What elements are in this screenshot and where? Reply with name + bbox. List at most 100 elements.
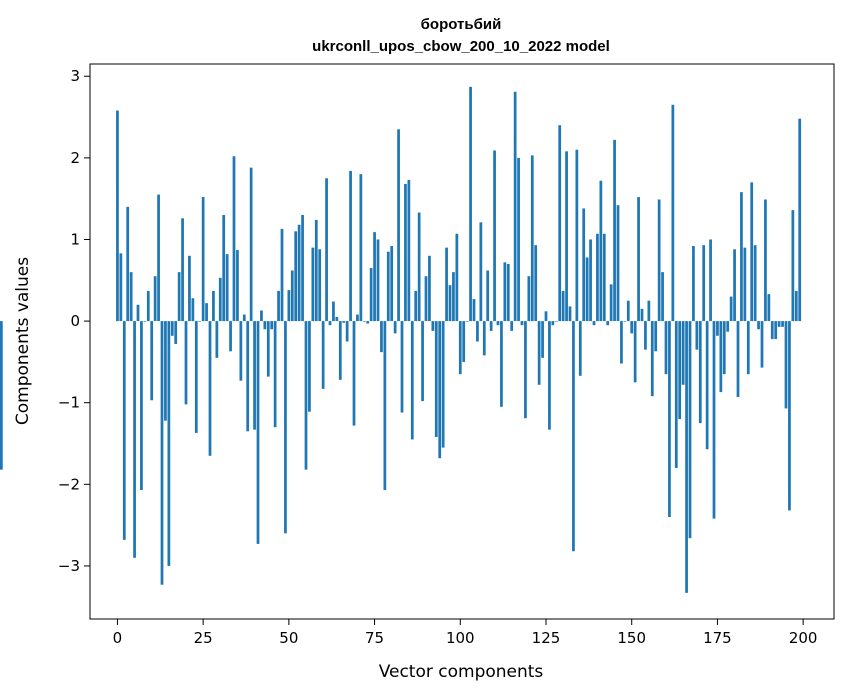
bar-component-181: [736, 321, 740, 397]
bar-component-60: [321, 321, 325, 389]
y-tick-label: −3: [58, 557, 80, 575]
bar-component-75: [373, 232, 376, 322]
plot-frame: [89, 63, 835, 620]
bar-component-148: [623, 321, 627, 322]
bar-component-182: [740, 192, 743, 322]
bar-component-17: [174, 321, 178, 344]
bar-component-2: [122, 321, 126, 540]
bar-component-94: [438, 321, 442, 459]
bar-component-172: [705, 321, 709, 450]
bar-component-171: [702, 245, 706, 322]
bar-component-45: [270, 321, 274, 330]
bar-component-78: [383, 321, 387, 491]
bar-component-104: [472, 299, 476, 322]
bar-component-99: [455, 233, 459, 322]
y-tick-label: 1: [70, 230, 80, 248]
x-tick-label: 200: [789, 629, 818, 647]
bar-component-111: [496, 321, 500, 326]
bar-component-23: [194, 321, 198, 433]
bar-component-101: [462, 321, 466, 362]
bar-component-153: [640, 308, 644, 322]
bar-component-125: [544, 311, 548, 322]
bar-component-84: [404, 183, 407, 322]
bar-component-118: [520, 321, 524, 326]
bar-component-66: [342, 321, 346, 323]
bar-component-72: [362, 321, 366, 322]
bar-component-39: [249, 167, 253, 322]
bar-component-103: [469, 86, 472, 322]
bar-component-123: [537, 321, 541, 385]
bar-component-69: [352, 321, 356, 426]
bar-component-178: [726, 321, 730, 332]
plot-area: [0, 63, 835, 620]
bar-component-158: [657, 199, 661, 322]
bar-component-165: [681, 321, 685, 385]
bar-component-112: [500, 321, 503, 407]
bar-component-80: [390, 246, 394, 322]
bar-component-106: [479, 222, 483, 322]
bar-component-140: [596, 233, 599, 322]
bar-component-91: [428, 255, 431, 322]
bar-component-136: [582, 208, 586, 322]
bar-component-147: [620, 321, 623, 364]
bar-component-139: [592, 321, 596, 326]
bar-component-40: [253, 321, 256, 430]
x-tick-label: 25: [194, 629, 213, 647]
bar-component-51: [290, 270, 294, 322]
x-tick-label: 150: [617, 629, 646, 647]
bar-component-87: [414, 290, 418, 322]
bar-component-183: [743, 247, 747, 322]
bar-component-25: [201, 197, 205, 322]
bar-component-189: [764, 199, 767, 322]
bar-component-43: [263, 321, 267, 330]
bar-component-32: [225, 254, 229, 322]
bar-component-36: [239, 321, 243, 381]
bar-component-30: [218, 277, 222, 322]
chart-title: боротьбий: [421, 16, 502, 33]
x-tick-label: 125: [532, 629, 561, 647]
bar-component-150: [630, 321, 634, 334]
bar-component-26: [205, 303, 208, 322]
bar-component-50: [287, 290, 291, 322]
bar-component-131: [565, 151, 568, 322]
bar-component-110: [493, 150, 496, 322]
bar-component-55: [304, 321, 308, 470]
bar-component-164: [678, 321, 682, 420]
y-tick-label: −2: [58, 475, 80, 493]
bar-component-61: [325, 178, 328, 322]
bar-component-113: [503, 262, 507, 322]
bar-component-70: [356, 314, 359, 322]
bar-component-191: [770, 321, 774, 340]
bar-component-33: [229, 321, 232, 352]
bar-component-56: [308, 321, 311, 412]
bar-component-95: [441, 321, 445, 448]
bar-component-20: [184, 321, 188, 405]
bar-component-31: [222, 214, 226, 322]
bar-component-109: [489, 321, 493, 331]
bar-component-107: [482, 321, 486, 356]
bar-component-145: [613, 139, 616, 322]
bar-component-199: [798, 118, 802, 322]
bar-component-174: [712, 321, 716, 519]
bar-component-105: [476, 321, 479, 342]
bar-component-41: [256, 321, 260, 544]
bar-component-93: [434, 321, 438, 437]
bar-component-89: [421, 321, 424, 402]
bar-component-97: [448, 285, 452, 322]
bar-component-156: [650, 321, 654, 397]
bar-component-1: [119, 253, 123, 322]
bar-component-102: [465, 321, 469, 322]
bar-component-196: [788, 321, 791, 511]
y-axis: −3 −2 −1 0 1 2 3: [58, 67, 90, 575]
bar-component-29: [215, 321, 219, 358]
bar-component-16: [170, 321, 174, 336]
bar-component-53: [297, 224, 301, 322]
bar-component-168: [692, 246, 695, 322]
bar-component-44: [266, 321, 270, 377]
bar-component-144: [609, 284, 613, 322]
bar-component-74: [369, 268, 373, 322]
bar-component-180: [733, 249, 736, 322]
bar-component-152: [637, 197, 640, 322]
x-tick-label: 175: [703, 629, 732, 647]
bar-component-82: [397, 129, 400, 322]
